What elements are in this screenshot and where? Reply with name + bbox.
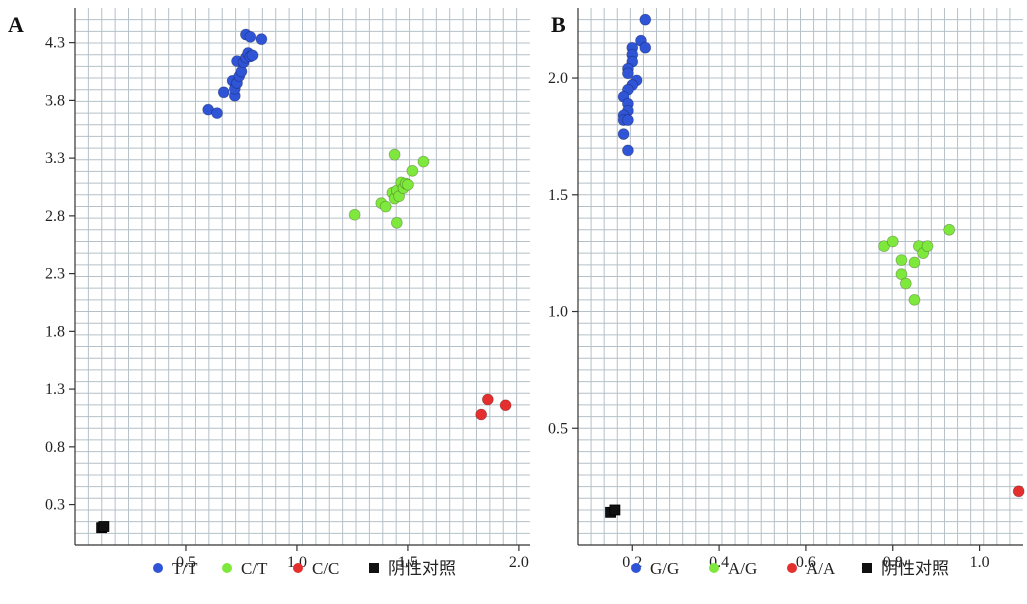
legend-label: C/C bbox=[312, 559, 339, 578]
y-tick-label: 0.3 bbox=[45, 497, 65, 514]
legend-label: A/G bbox=[728, 559, 757, 578]
data-point bbox=[1012, 485, 1025, 498]
data-point bbox=[244, 30, 257, 43]
x-tick-label: 2.0 bbox=[509, 554, 529, 571]
data-point bbox=[217, 86, 230, 99]
data-point bbox=[98, 521, 110, 532]
data-point bbox=[878, 240, 890, 253]
data-point bbox=[390, 216, 403, 229]
legend-marker bbox=[631, 563, 641, 573]
data-point bbox=[255, 33, 268, 46]
data-point bbox=[402, 178, 414, 191]
data-point bbox=[246, 49, 259, 62]
y-tick-label: 2.8 bbox=[45, 208, 65, 225]
legend-marker bbox=[222, 563, 232, 573]
series-T/T bbox=[202, 28, 268, 119]
data-point bbox=[921, 240, 934, 253]
series-C/T bbox=[348, 148, 430, 229]
data-point bbox=[908, 293, 921, 306]
y-tick-label: 1.5 bbox=[548, 187, 568, 204]
data-point bbox=[899, 277, 912, 290]
legend-marker bbox=[787, 563, 797, 573]
panel-b: 0.51.01.52.00.2 0.4 0.6 0.8 1.0BG/G A/G A/A 阴性对… bbox=[548, 8, 1025, 578]
data-point bbox=[211, 107, 223, 119]
legend: G/G A/G A/A 阴性对照 bbox=[631, 559, 949, 578]
x-tick-label: 0.8 bbox=[883, 554, 903, 571]
legend-label: A/A bbox=[806, 559, 836, 578]
grid bbox=[578, 8, 1023, 545]
legend: T/T C/T C/C 阴性对照 bbox=[153, 559, 456, 578]
x-tick-label: 0.6 bbox=[796, 554, 816, 571]
y-tick-label: 0.5 bbox=[548, 420, 568, 437]
data-point bbox=[379, 200, 392, 213]
data-point bbox=[622, 114, 634, 126]
x-tick-label: 1.5 bbox=[398, 554, 418, 571]
legend-label: G/G bbox=[650, 559, 679, 578]
data-point bbox=[348, 208, 361, 221]
data-point bbox=[895, 268, 908, 281]
legend-marker bbox=[862, 563, 872, 573]
data-point bbox=[639, 13, 652, 26]
series-阴性对照 bbox=[605, 504, 621, 518]
series-C/C bbox=[475, 393, 512, 421]
data-point bbox=[639, 41, 652, 54]
legend-marker bbox=[709, 563, 719, 573]
legend-label: 阴性对照 bbox=[388, 559, 456, 578]
data-point bbox=[622, 144, 634, 157]
data-point bbox=[388, 148, 401, 161]
x-tick-label: 1.0 bbox=[970, 554, 990, 571]
legend-marker bbox=[369, 563, 379, 573]
series-阴性对照 bbox=[96, 521, 110, 534]
legend-label: T/T bbox=[172, 559, 198, 578]
y-tick-label: 2.3 bbox=[45, 266, 65, 283]
data-point bbox=[943, 223, 956, 236]
data-point bbox=[886, 235, 899, 248]
data-point bbox=[481, 393, 494, 406]
data-point bbox=[417, 155, 430, 168]
data-point bbox=[622, 67, 634, 80]
panel-label: B bbox=[551, 12, 566, 37]
data-point bbox=[406, 164, 419, 177]
legend-marker bbox=[293, 563, 303, 573]
y-tick-label: 1.3 bbox=[45, 381, 65, 398]
y-tick-label: 1.8 bbox=[45, 323, 65, 340]
y-tick-label: 0.8 bbox=[45, 439, 65, 456]
panel-a: 0.30.81.31.82.32.83.33.84.30.5 1.0 1.5 2.0A… bbox=[8, 8, 530, 578]
series-A/A bbox=[1012, 485, 1025, 498]
data-point bbox=[617, 128, 630, 140]
legend-label: C/T bbox=[241, 559, 268, 578]
legend-label: 阴性对照 bbox=[881, 559, 949, 578]
y-tick-label: 1.0 bbox=[548, 304, 568, 321]
data-point bbox=[895, 254, 908, 267]
panel-label: A bbox=[8, 12, 24, 37]
x-tick-label: 0.5 bbox=[176, 554, 196, 571]
data-point bbox=[609, 504, 621, 516]
y-tick-label: 4.3 bbox=[45, 35, 65, 52]
data-point bbox=[908, 256, 921, 269]
y-tick-label: 3.8 bbox=[45, 92, 65, 109]
legend-marker bbox=[153, 563, 163, 573]
series-A/G bbox=[878, 223, 956, 306]
grid bbox=[75, 8, 530, 545]
data-point bbox=[499, 399, 512, 412]
data-point bbox=[475, 408, 488, 421]
y-tick-label: 3.3 bbox=[45, 150, 65, 167]
series-G/G bbox=[617, 13, 652, 157]
y-tick-label: 2.0 bbox=[548, 70, 568, 87]
